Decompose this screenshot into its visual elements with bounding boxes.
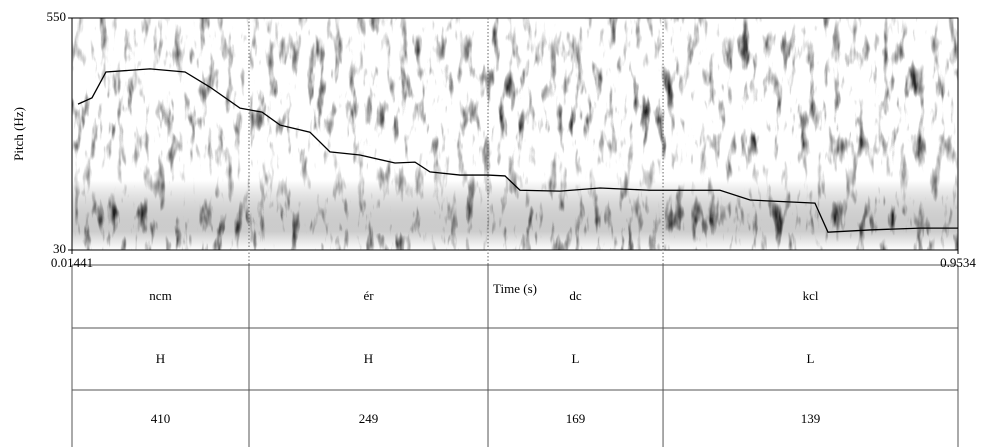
tier-label: L bbox=[572, 351, 580, 366]
tier-label: 249 bbox=[359, 411, 379, 426]
tier-label: 139 bbox=[801, 411, 821, 426]
tier-label: ncm bbox=[149, 288, 171, 303]
x-tick-label: 0.01441 bbox=[51, 255, 93, 270]
x-axis-label: Time (s) bbox=[493, 281, 537, 296]
tier-label: dc bbox=[569, 288, 582, 303]
tier-label: L bbox=[807, 351, 815, 366]
tier-label: kcl bbox=[803, 288, 819, 303]
x-tick-label: 0.9534 bbox=[940, 255, 976, 270]
chart: Pitch (Hz) Time (s) 30 550 0.01441 0.9534 nc… bbox=[0, 0, 982, 447]
tier-label: H bbox=[364, 351, 373, 366]
page: {"chart_data": {"type": "line", "y_label… bbox=[0, 0, 982, 447]
tier-label: ér bbox=[363, 288, 374, 303]
tier-label: H bbox=[156, 351, 165, 366]
y-axis-label: Pitch (Hz) bbox=[11, 107, 26, 161]
y-tick-label: 550 bbox=[47, 9, 67, 24]
tier-label: 410 bbox=[151, 411, 171, 426]
y-tick-label: 30 bbox=[53, 241, 66, 256]
spectrogram-shade bbox=[72, 18, 958, 250]
tier-label: 169 bbox=[566, 411, 586, 426]
